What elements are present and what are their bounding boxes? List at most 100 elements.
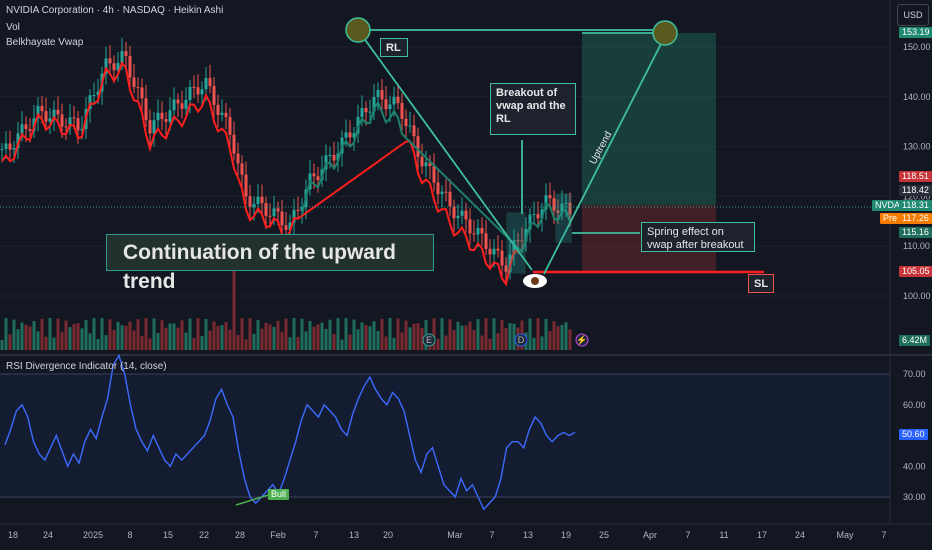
volume-bar <box>208 330 212 350</box>
volume-bar <box>100 318 104 350</box>
volume-bar <box>56 318 60 350</box>
volume-bar <box>44 336 48 350</box>
price-tick-label: 110.00 <box>903 241 930 251</box>
candle-body <box>36 106 40 119</box>
symbol-title[interactable]: NVIDIA Corporation · 4h · NASDAQ · Heiki… <box>6 5 224 16</box>
volume-bar <box>276 320 280 350</box>
volume-bar <box>548 330 552 350</box>
candle-body <box>144 98 148 121</box>
rsi-value-tag: 50.60 <box>899 429 928 440</box>
candle-body <box>160 112 164 120</box>
candle-body <box>560 203 564 213</box>
earnings-marker[interactable] <box>422 333 436 347</box>
candle-body <box>364 108 368 113</box>
volume-bar <box>232 264 236 350</box>
lightning-icon[interactable] <box>575 333 589 347</box>
candle-body <box>268 215 272 217</box>
candle-body <box>296 209 300 211</box>
volume-bar <box>212 321 216 350</box>
volume-bar <box>444 335 448 350</box>
candle-body <box>376 90 380 98</box>
volume-bar <box>536 318 540 350</box>
candle-body <box>8 143 12 150</box>
volume-bar <box>72 323 76 350</box>
volume-tag: 6.42M <box>899 335 931 346</box>
candle-body <box>536 214 540 219</box>
time-tick-label: 8 <box>127 530 132 540</box>
candle-body <box>52 109 56 119</box>
price-tick-label: 150.00 <box>903 42 931 52</box>
candle-body <box>292 209 296 223</box>
volume-bar <box>400 332 404 350</box>
volume-bar <box>432 318 436 350</box>
candle-body <box>212 86 216 105</box>
candle-body <box>204 78 208 90</box>
top-circle-left <box>345 17 371 43</box>
candle-body <box>384 99 388 110</box>
volume-bar <box>408 327 412 350</box>
high2-price-tag: 118.42 <box>899 185 932 196</box>
currency-button[interactable]: USD <box>897 4 929 26</box>
candle-body <box>232 134 236 154</box>
volume-bar <box>452 330 456 350</box>
volume-bar <box>356 329 360 350</box>
breakout-line-2: vwap and the <box>496 100 566 112</box>
volume-bar <box>116 321 120 350</box>
volume-bar <box>372 321 376 350</box>
candle-body <box>24 124 28 129</box>
volume-bar <box>264 322 268 350</box>
breakout-line-3: RL <box>496 113 511 125</box>
time-tick-label: Mar <box>447 530 463 540</box>
time-tick-label: 11 <box>719 530 728 540</box>
candle-body <box>172 99 176 111</box>
candle-body <box>264 203 268 216</box>
volume-bar <box>316 324 320 350</box>
profit-zone <box>582 33 716 205</box>
candle-body <box>348 132 352 138</box>
volume-bar <box>484 318 488 350</box>
volume-bar <box>420 328 424 350</box>
volume-bar <box>156 332 160 350</box>
rsi-tick-label: 40.00 <box>903 461 926 471</box>
svg-text:E: E <box>426 335 432 345</box>
candle-body <box>16 133 20 148</box>
svg-text:⚡: ⚡ <box>576 334 587 346</box>
price-tick-label: 100.00 <box>903 291 931 301</box>
volume-bar <box>368 326 372 350</box>
candle-body <box>488 248 492 255</box>
candle-body <box>328 154 332 156</box>
candle-body <box>460 210 464 216</box>
volume-bar <box>320 322 324 350</box>
nvda-price-tag: 118.31 <box>899 200 932 211</box>
candle-body <box>484 233 488 249</box>
candle-body <box>372 97 376 112</box>
volume-bar <box>68 327 72 350</box>
volume-bar <box>256 319 260 350</box>
dividend-marker[interactable] <box>514 333 528 347</box>
candle-body <box>276 208 280 212</box>
candle-body <box>48 118 52 122</box>
volume-bar <box>380 318 384 350</box>
volume-bar <box>76 322 80 350</box>
candle-body <box>532 214 536 216</box>
candle-body <box>40 106 44 112</box>
candle-body <box>112 63 116 71</box>
sl-price-tag: 105.05 <box>899 266 932 277</box>
candle-body <box>216 104 220 116</box>
volume-bar <box>560 324 564 350</box>
candle-body <box>152 120 156 134</box>
volume-bar <box>168 323 172 350</box>
candle-body <box>72 117 76 119</box>
candle-body <box>192 86 196 88</box>
volume-bar <box>236 334 240 350</box>
volume-bar <box>200 336 204 350</box>
time-axis[interactable]: 18 24 2025 8 15 22 28 Feb 7 13 20 Mar 7 13 19 25 Apr 7 11 1… <box>8 530 887 540</box>
volume-bars <box>0 264 572 350</box>
volume-bar <box>532 337 536 350</box>
continuation-note: Continuation of the upward trend <box>106 234 434 293</box>
spring-note: Spring effect on vwap after breakout <box>641 222 755 252</box>
candle-body <box>252 203 256 208</box>
time-tick-label: 2025 <box>83 530 103 540</box>
candle-body <box>4 143 8 149</box>
